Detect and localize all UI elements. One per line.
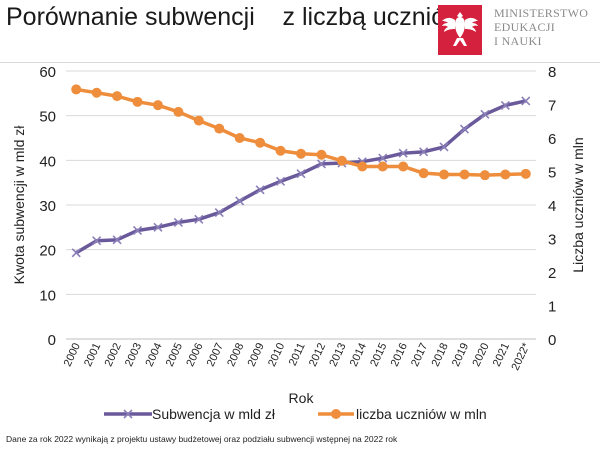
data-point-uczniowie <box>112 91 123 102</box>
data-point-uczniowie <box>357 161 368 172</box>
data-point-uczniowie <box>152 100 163 111</box>
x-tick-label: 2013 <box>327 341 348 368</box>
x-axis-title: Rok <box>289 390 315 406</box>
y-right-tick-label: 1 <box>548 299 556 316</box>
x-tick-label: 2002 <box>103 341 124 368</box>
legend-marker-uczniowie <box>331 409 341 419</box>
x-tick-label: 2010 <box>266 341 287 368</box>
y-left-tick-label: 60 <box>39 64 56 81</box>
y-right-tick-label: 0 <box>548 332 556 349</box>
y-left-tick-label: 20 <box>39 243 56 260</box>
data-point-uczniowie <box>520 168 531 179</box>
y-left-tick-label: 30 <box>39 198 56 215</box>
data-point-uczniowie <box>173 106 184 117</box>
data-point-subwencja <box>316 159 327 169</box>
x-tick-label: 2022* <box>509 341 532 373</box>
data-point-uczniowie <box>459 169 470 180</box>
y-right-tick-label: 3 <box>548 232 556 249</box>
data-point-subwencja <box>71 248 81 258</box>
data-point-subwencja <box>255 185 265 195</box>
x-tick-label: 2021 <box>491 341 512 368</box>
x-tick-label: 2011 <box>287 341 308 368</box>
x-tick-label: 2015 <box>368 341 389 368</box>
x-tick-label: 2019 <box>450 341 471 368</box>
y-right-tick-label: 6 <box>548 131 556 148</box>
data-point-uczniowie <box>132 96 143 107</box>
data-point-uczniowie <box>255 137 266 148</box>
series-line-subwencja <box>75 99 527 255</box>
data-point-uczniowie <box>91 87 102 98</box>
data-point-uczniowie <box>214 123 225 134</box>
data-point-subwencja <box>439 142 449 152</box>
x-tick-label: 2020 <box>470 341 491 368</box>
y-left-tick-label: 50 <box>39 109 56 126</box>
data-point-subwencja <box>398 148 408 158</box>
y-left-tick-label: 10 <box>39 287 56 304</box>
data-point-subwencja <box>378 153 388 163</box>
x-tick-label: 2008 <box>225 341 246 368</box>
data-point-uczniowie <box>398 161 409 172</box>
y-right-axis-title: Liczba uczniów w mln <box>570 137 586 272</box>
y-left-axis-title: Kwota subwencji w mld zł <box>11 125 27 285</box>
legend-label: liczba uczniów w mln <box>356 406 487 422</box>
y-right-tick-label: 5 <box>548 165 556 182</box>
x-tick-label: 2007 <box>205 341 226 368</box>
data-point-uczniowie <box>296 148 306 159</box>
data-point-subwencja <box>459 124 470 134</box>
x-tick-label: 2001 <box>82 341 103 368</box>
data-point-uczniowie <box>275 145 286 156</box>
data-point-uczniowie <box>439 169 450 180</box>
y-left-tick-label: 0 <box>48 332 56 349</box>
y-right-tick-label: 8 <box>548 64 556 81</box>
y-right-tick-label: 7 <box>548 98 556 115</box>
y-right-tick-label: 4 <box>548 198 556 215</box>
data-point-subwencja <box>500 100 510 110</box>
x-tick-label: 2005 <box>164 341 185 368</box>
x-tick-label: 2017 <box>409 341 430 368</box>
y-left-tick-label: 40 <box>39 153 56 170</box>
data-point-uczniowie <box>336 155 347 166</box>
data-point-uczniowie <box>71 84 82 95</box>
data-point-subwencja <box>132 225 143 236</box>
ministry-line: I NAUKI <box>494 34 542 48</box>
x-tick-label: 2018 <box>430 341 451 368</box>
data-point-uczniowie <box>234 133 245 143</box>
ministry-line: EDUKACJI <box>494 20 556 34</box>
header-divider <box>0 62 600 63</box>
data-point-uczniowie <box>418 168 429 179</box>
x-tick-label: 2016 <box>389 341 410 368</box>
x-tick-label: 2009 <box>246 341 267 368</box>
data-point-subwencja <box>521 96 531 106</box>
data-point-uczniowie <box>479 170 490 181</box>
data-point-subwencja <box>235 196 245 206</box>
data-point-subwencja <box>153 222 163 232</box>
data-point-subwencja <box>419 147 429 157</box>
x-tick-label: 2000 <box>62 341 83 368</box>
data-point-uczniowie <box>377 161 388 172</box>
data-point-uczniowie <box>193 115 204 126</box>
x-tick-label: 2006 <box>184 341 205 368</box>
data-point-subwencja <box>112 235 122 245</box>
legend-marker-subwencja <box>123 409 133 419</box>
data-point-subwencja <box>173 217 183 227</box>
x-tick-label: 2012 <box>307 341 328 368</box>
x-tick-label: 2014 <box>348 341 369 368</box>
ministry-line: MINISTERSTWO <box>494 6 589 20</box>
ministry-name: MINISTERSTWO EDUKACJI I NAUKI <box>494 6 588 48</box>
footnote: Dane za rok 2022 wynikają z projektu ust… <box>6 434 398 444</box>
data-point-subwencja <box>194 214 204 224</box>
data-point-subwencja <box>92 236 102 246</box>
legend-label: Subwencja w mld zł <box>152 406 276 422</box>
x-tick-label: 2004 <box>143 341 164 368</box>
ministry-logo <box>438 5 482 55</box>
data-point-subwencja <box>275 176 286 186</box>
data-point-subwencja <box>296 169 306 179</box>
data-point-uczniowie <box>500 169 511 180</box>
x-tick-label: 2003 <box>123 341 144 368</box>
data-point-uczniowie <box>316 149 327 160</box>
data-point-subwencja <box>480 109 490 119</box>
y-right-tick-label: 2 <box>548 265 556 282</box>
data-point-subwencja <box>214 208 224 218</box>
